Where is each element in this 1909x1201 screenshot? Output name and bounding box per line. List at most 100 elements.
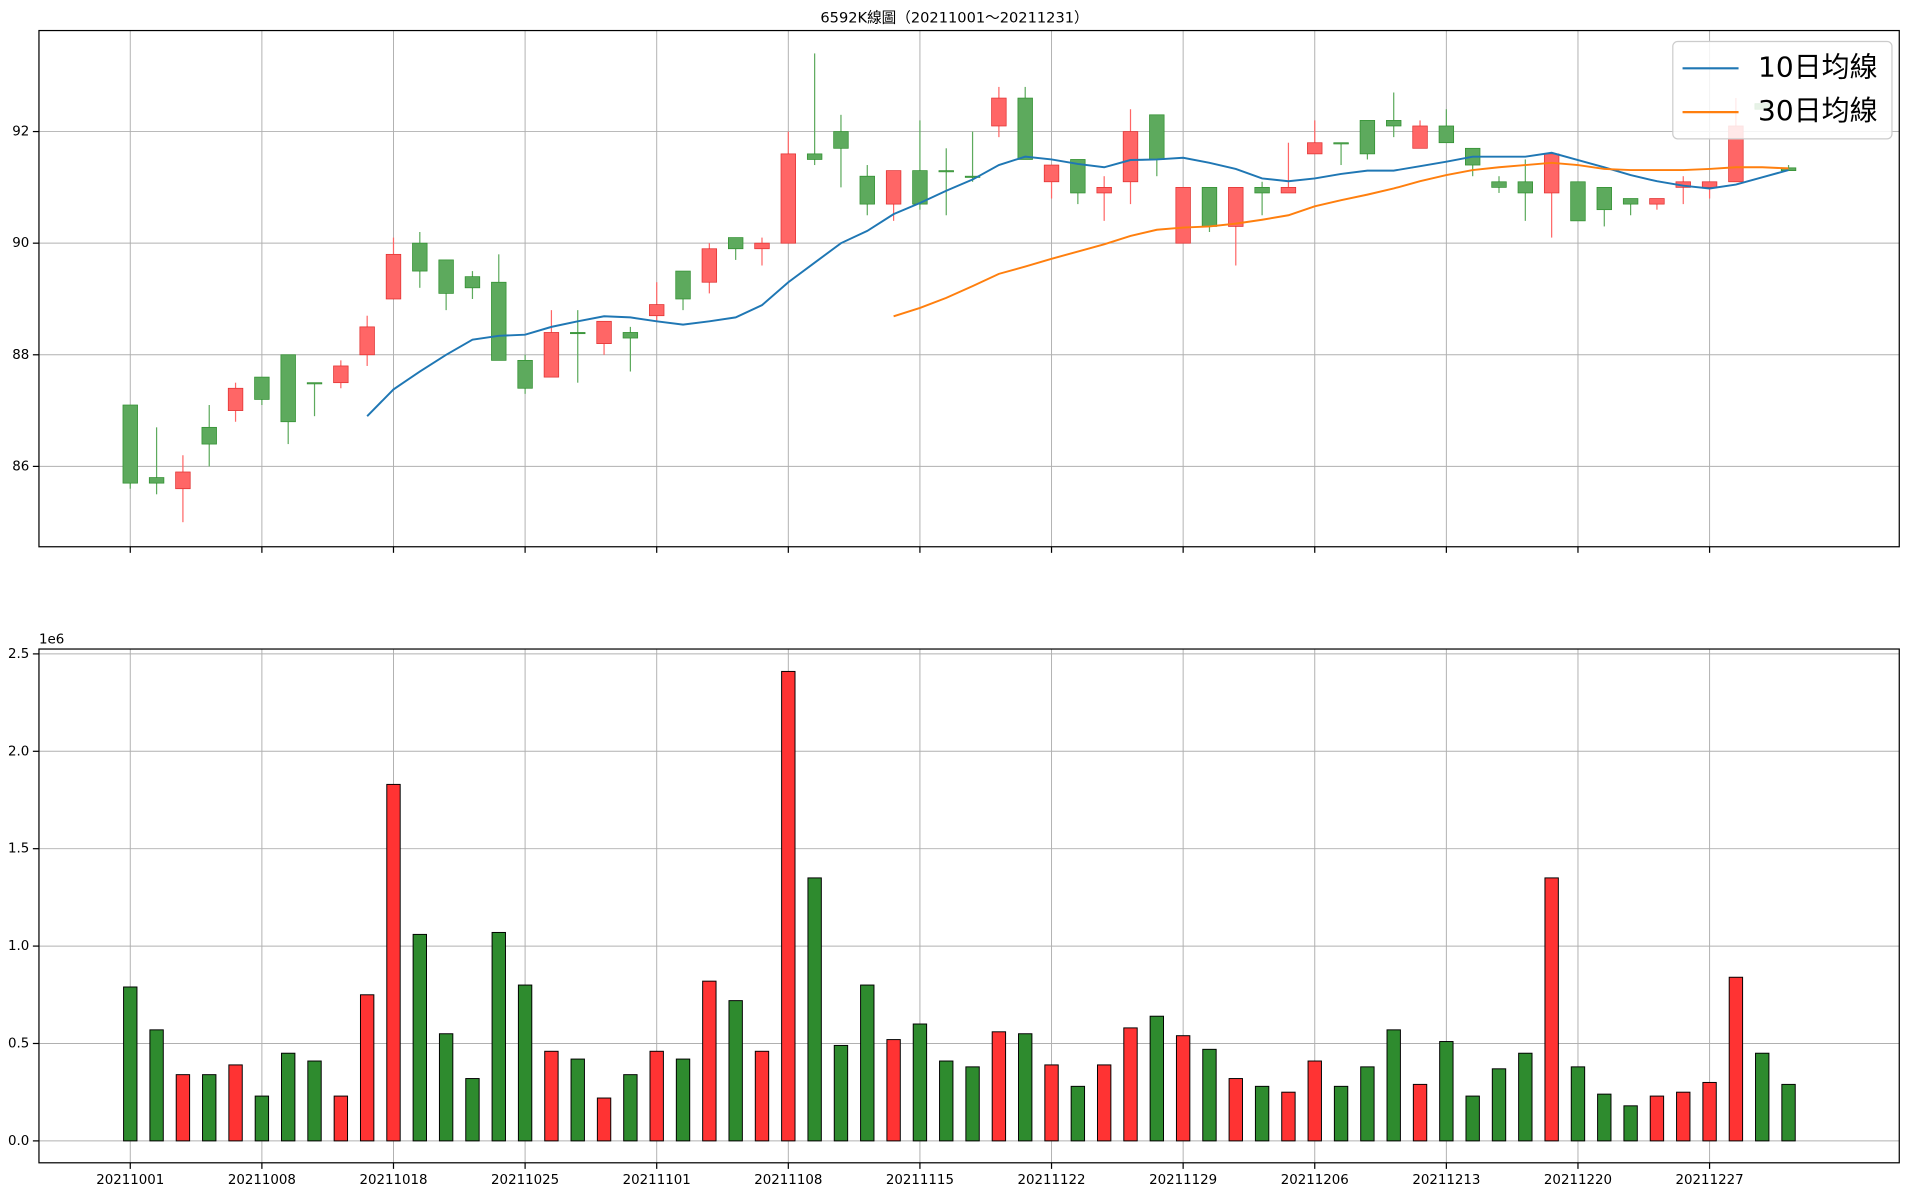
y-tick-label: 1.5 bbox=[8, 842, 29, 857]
y-tick-label: 2.5 bbox=[8, 647, 29, 662]
volume-bar bbox=[359, 994, 375, 1142]
volume-bar bbox=[1307, 1060, 1322, 1142]
volume-bar bbox=[544, 1050, 559, 1142]
volume-bar bbox=[175, 1074, 191, 1142]
candle-body bbox=[701, 248, 718, 283]
volume-bar bbox=[860, 984, 875, 1142]
candle-body bbox=[438, 259, 454, 294]
candle-body bbox=[1412, 125, 1428, 149]
volume-bar bbox=[1491, 1068, 1507, 1142]
x-tick-label: 20211025 bbox=[491, 1173, 559, 1188]
candle-body bbox=[780, 153, 796, 244]
volume-bar bbox=[1254, 1085, 1270, 1142]
volume-bar bbox=[307, 1060, 322, 1142]
volume-bar bbox=[1123, 1027, 1138, 1142]
candle-body bbox=[543, 332, 560, 378]
volume-bar bbox=[1149, 1015, 1165, 1142]
candle-body bbox=[306, 382, 323, 385]
x-tick-label: 20211018 bbox=[359, 1173, 427, 1188]
volume-bar bbox=[1281, 1091, 1296, 1142]
candle-body bbox=[201, 426, 217, 445]
volume-bar bbox=[1755, 1052, 1770, 1142]
volume-bar bbox=[1702, 1081, 1717, 1142]
volume-bar bbox=[254, 1095, 270, 1142]
candle-body bbox=[385, 253, 402, 300]
volume-bar bbox=[123, 986, 138, 1142]
plot-frame bbox=[38, 29, 1900, 548]
legend-label: 10日均線 bbox=[1758, 50, 1878, 83]
offset-label: 1e6 bbox=[39, 632, 64, 647]
candle-body bbox=[175, 471, 191, 490]
candle-body bbox=[280, 354, 296, 423]
candle-body bbox=[1386, 120, 1402, 127]
x-tick-label: 20211129 bbox=[1149, 1173, 1217, 1188]
x-tick-label: 20211008 bbox=[228, 1173, 296, 1188]
volume-bar bbox=[1333, 1085, 1349, 1142]
candle-body bbox=[964, 175, 981, 178]
candle-body bbox=[1175, 186, 1191, 244]
candle-body bbox=[1043, 164, 1060, 183]
candle-body bbox=[517, 359, 533, 389]
volume-bar bbox=[1386, 1029, 1401, 1142]
x-tick-label: 20211206 bbox=[1281, 1173, 1349, 1188]
legend: 10日均線 30日均線 bbox=[1672, 40, 1893, 140]
volume-bar bbox=[833, 1044, 849, 1142]
candle-body bbox=[1280, 186, 1297, 194]
candle-body bbox=[1622, 198, 1639, 205]
candle-body bbox=[596, 320, 612, 344]
legend-box bbox=[1672, 40, 1893, 140]
y-tick-label: 1.0 bbox=[8, 939, 29, 954]
volume-bar bbox=[1676, 1091, 1691, 1142]
volume-bar bbox=[1202, 1048, 1217, 1142]
candle-body bbox=[991, 97, 1007, 127]
candle-body bbox=[622, 332, 639, 339]
x-tick-label: 20211108 bbox=[754, 1173, 822, 1188]
candle-body bbox=[1254, 186, 1270, 194]
volume-bar bbox=[939, 1060, 954, 1142]
legend-label: 30日均線 bbox=[1758, 94, 1878, 127]
candle-body bbox=[1096, 186, 1112, 194]
volume-bar bbox=[1228, 1078, 1243, 1142]
candle-body bbox=[412, 242, 428, 272]
y-tick-label: 86 bbox=[12, 459, 29, 474]
volume-bar bbox=[912, 1023, 928, 1142]
volume-bar bbox=[202, 1074, 217, 1142]
volume-bar bbox=[1781, 1083, 1796, 1142]
volume-bar bbox=[1096, 1064, 1112, 1142]
candle-body bbox=[570, 332, 586, 335]
volume-bar bbox=[570, 1058, 585, 1142]
x-tick-label: 20211227 bbox=[1676, 1173, 1744, 1188]
volume-bar bbox=[228, 1064, 243, 1142]
x-tick-label: 20211101 bbox=[623, 1173, 691, 1188]
candle-body bbox=[1359, 120, 1376, 155]
x-tick-label: 20211001 bbox=[96, 1173, 164, 1188]
volume-bar bbox=[517, 984, 533, 1142]
volume-bar bbox=[1649, 1095, 1665, 1142]
volume-bar bbox=[965, 1066, 980, 1142]
candle-body bbox=[806, 153, 823, 160]
volume-bar bbox=[333, 1095, 349, 1142]
volume-bar bbox=[465, 1078, 480, 1142]
candle-body bbox=[754, 242, 770, 250]
volume-bar bbox=[596, 1097, 612, 1142]
volume-bar bbox=[781, 670, 796, 1142]
candle-body bbox=[728, 237, 744, 250]
x-tick-label: 20211115 bbox=[886, 1173, 954, 1188]
candle-body bbox=[227, 387, 244, 411]
y-tick-label: 0.0 bbox=[8, 1134, 29, 1149]
volume-bar bbox=[1728, 976, 1744, 1142]
volume-bar bbox=[1597, 1093, 1612, 1142]
volume-bar bbox=[386, 783, 401, 1142]
volume-bar bbox=[1412, 1083, 1428, 1142]
volume-bar bbox=[412, 933, 427, 1142]
volume-bar bbox=[491, 931, 506, 1142]
volume-bar bbox=[1544, 877, 1559, 1142]
x-tick-label: 20211213 bbox=[1412, 1173, 1480, 1188]
y-tick-label: 88 bbox=[12, 348, 29, 363]
candle-body bbox=[1149, 114, 1165, 160]
candle-body bbox=[148, 477, 165, 484]
candle-body bbox=[464, 276, 481, 289]
candle-body bbox=[938, 170, 954, 173]
candle-body bbox=[1517, 181, 1533, 194]
